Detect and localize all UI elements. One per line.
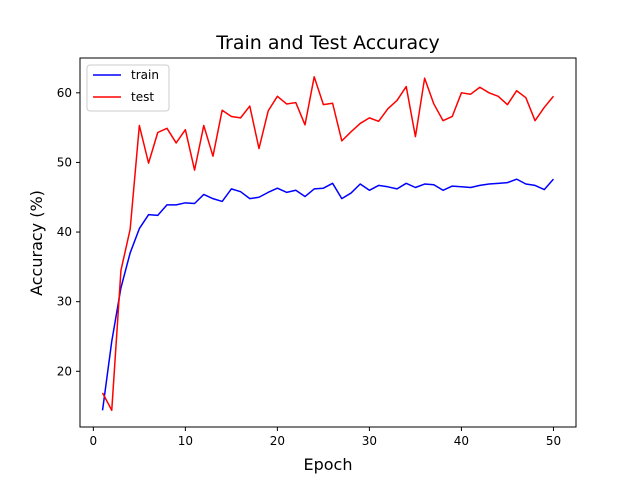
legend-label-test: test (131, 90, 154, 104)
x-tick-label: 0 (90, 434, 98, 448)
y-axis-ticks: 20 30 40 50 60 (57, 86, 80, 378)
chart-title: Train and Test Accuracy (215, 32, 440, 54)
x-axis-title: Epoch (304, 455, 353, 474)
series-line-train (101, 178, 555, 411)
series-lines (101, 76, 555, 412)
x-tick-label: 30 (362, 434, 377, 448)
legend-label-train: train (131, 68, 159, 82)
plot-area-frame (79, 57, 577, 428)
y-axis-title: Accuracy (%) (27, 190, 46, 296)
x-tick-label: 50 (546, 434, 561, 448)
legend: train test (86, 64, 170, 112)
x-tick-label: 20 (270, 434, 285, 448)
x-tick-label: 40 (454, 434, 469, 448)
y-tick-label: 60 (57, 86, 72, 100)
y-tick-label: 30 (57, 295, 72, 309)
series-line-test (101, 76, 555, 412)
x-axis-ticks: 0 10 20 30 40 50 (90, 427, 561, 448)
legend-box (86, 64, 170, 112)
y-tick-label: 50 (57, 155, 72, 169)
y-tick-label: 20 (57, 364, 72, 378)
y-tick-label: 40 (57, 225, 72, 239)
x-tick-label: 10 (178, 434, 193, 448)
